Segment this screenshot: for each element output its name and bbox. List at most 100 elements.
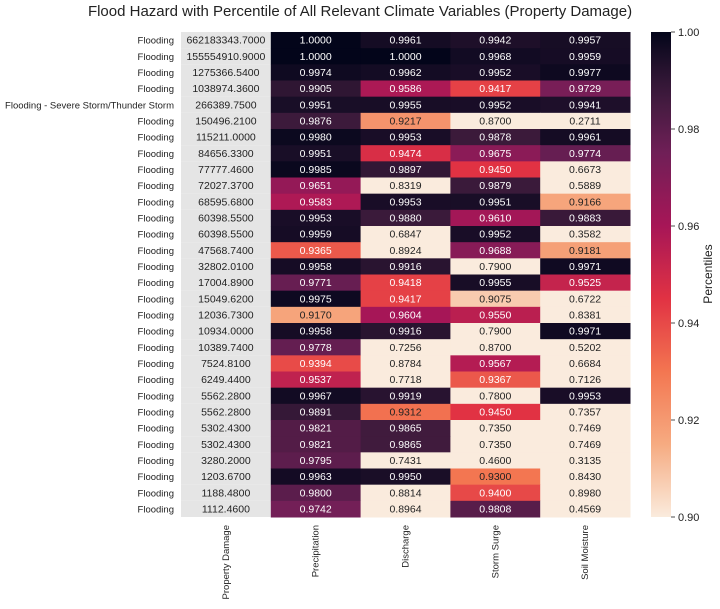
row-label: Flooding bbox=[138, 488, 174, 499]
heatmap-cell-label: 0.8980 bbox=[569, 487, 601, 499]
heatmap-cell-label: 0.9883 bbox=[569, 213, 601, 225]
heatmap-cell bbox=[270, 161, 362, 178]
heatmap-cell bbox=[360, 355, 451, 372]
heatmap-cell-label: 0.4569 bbox=[569, 504, 601, 516]
heatmap-cell bbox=[540, 468, 631, 486]
row-label: Flooding bbox=[138, 197, 174, 208]
row-label: Flooding bbox=[138, 181, 174, 192]
row-label: Flooding bbox=[138, 165, 174, 176]
heatmap-cell bbox=[540, 64, 631, 81]
heatmap-cell bbox=[270, 290, 362, 308]
heatmap-cell bbox=[450, 80, 541, 98]
property-damage-cell bbox=[181, 452, 271, 469]
heatmap-cell-label: 0.9897 bbox=[389, 164, 421, 176]
heatmap-cell bbox=[270, 355, 362, 372]
heatmap-cell bbox=[450, 274, 541, 292]
property-damage-label: 6249.4400 bbox=[201, 374, 251, 386]
property-damage-label: 150496.2100 bbox=[195, 116, 256, 128]
heatmap-cell-label: 0.7256 bbox=[389, 342, 421, 354]
heatmap-cell-label: 0.9795 bbox=[300, 455, 332, 467]
heatmap-cell bbox=[270, 403, 362, 421]
heatmap-cell-label: 0.9610 bbox=[479, 213, 511, 225]
heatmap-cell bbox=[450, 226, 541, 243]
heatmap-cell-label: 0.9952 bbox=[479, 99, 511, 111]
heatmap-cell bbox=[270, 48, 362, 65]
column-labels: Property Damage Precipitation Discharge Sto… bbox=[221, 525, 591, 599]
property-damage-label: 17004.8900 bbox=[198, 277, 254, 289]
heatmap-cell-label: 0.9968 bbox=[479, 51, 511, 63]
colorbar-tick-label: 0.98 bbox=[678, 124, 699, 136]
heatmap-cell-label: 0.9953 bbox=[300, 213, 332, 225]
heatmap-cell-label: 0.9651 bbox=[300, 180, 332, 192]
heatmap-cell-label: 0.9953 bbox=[389, 196, 421, 208]
heatmap-cell bbox=[450, 290, 541, 308]
heatmap-cell-label: 0.9075 bbox=[479, 293, 511, 305]
heatmap-cell-label: 0.9367 bbox=[479, 374, 511, 386]
heatmap-cell-label: 0.9300 bbox=[479, 471, 511, 483]
heatmap-cell-label: 0.9953 bbox=[569, 390, 601, 402]
heatmap-cell bbox=[360, 193, 451, 211]
heatmap-cell bbox=[540, 209, 631, 227]
heatmap-cell bbox=[450, 258, 541, 275]
heatmap-cell-label: 0.9977 bbox=[569, 67, 601, 79]
property-damage-cell bbox=[181, 129, 271, 146]
property-damage-label: 155554910.9000 bbox=[186, 51, 265, 63]
heatmap-cell bbox=[540, 258, 631, 275]
heatmap-cell bbox=[540, 112, 631, 130]
property-damage-label: 47568.7400 bbox=[198, 245, 254, 257]
heatmap-cell-label: 0.5889 bbox=[569, 180, 601, 192]
heatmap-cell-label: 0.9963 bbox=[300, 471, 332, 483]
property-damage-cell bbox=[181, 145, 271, 162]
heatmap-cell bbox=[360, 258, 451, 275]
heatmap-cell bbox=[540, 355, 631, 372]
property-damage-label: 5302.4300 bbox=[201, 439, 251, 451]
heatmap-cell-label: 0.9418 bbox=[389, 277, 421, 289]
heatmap-cell bbox=[540, 500, 631, 518]
property-damage-label: 68595.6800 bbox=[198, 196, 254, 208]
heatmap-cell bbox=[360, 96, 451, 114]
chart-title: Flood Hazard with Percentile of All Rele… bbox=[88, 3, 632, 20]
heatmap-cell-label: 0.8924 bbox=[389, 245, 421, 257]
heatmap-cell-label: 0.8784 bbox=[389, 358, 421, 370]
heatmap-cell-label: 1.0000 bbox=[300, 51, 332, 63]
colorbar-tick-label: 0.96 bbox=[678, 221, 699, 233]
row-label: Flooding bbox=[138, 375, 174, 386]
heatmap-cell bbox=[270, 226, 362, 243]
heatmap-cell-label: 0.9974 bbox=[300, 67, 332, 79]
heatmap-cell bbox=[270, 452, 362, 469]
heatmap-cell bbox=[450, 145, 541, 162]
heatmap-cell bbox=[540, 48, 631, 65]
property-damage-cell bbox=[181, 242, 271, 259]
property-damage-cell bbox=[181, 112, 271, 129]
heatmap-cell bbox=[270, 209, 362, 227]
heatmap-cell-label: 0.8381 bbox=[569, 310, 601, 322]
heatmap-cell-label: 0.9729 bbox=[569, 83, 601, 95]
heatmap-cell-label: 0.9957 bbox=[569, 35, 601, 47]
heatmap-cell bbox=[540, 420, 631, 437]
row-label: Flooding bbox=[138, 424, 174, 435]
heatmap-cell-label: 0.9958 bbox=[300, 261, 332, 273]
heatmap-cell bbox=[360, 32, 451, 49]
heatmap-cell-label: 0.6847 bbox=[389, 229, 421, 241]
row-label: Flooding bbox=[138, 472, 174, 483]
heatmap-cell-label: 0.7350 bbox=[479, 439, 511, 451]
heatmap-cell-label: 0.9181 bbox=[569, 245, 601, 257]
heatmap-cell-label: 0.9865 bbox=[389, 439, 421, 451]
heatmap-cell bbox=[270, 64, 362, 81]
heatmap-cell-label: 0.9916 bbox=[389, 261, 421, 273]
column-label: Precipitation bbox=[311, 525, 322, 577]
heatmap-cell bbox=[360, 500, 451, 518]
heatmap-cell-label: 0.9742 bbox=[300, 504, 332, 516]
property-damage-label: 3280.2000 bbox=[201, 455, 251, 467]
row-label: Flooding bbox=[138, 278, 174, 289]
heatmap-cell bbox=[270, 339, 362, 356]
heatmap-cell-label: 0.7469 bbox=[569, 423, 601, 435]
heatmap-cell-label: 0.9950 bbox=[389, 471, 421, 483]
property-damage-label: 60398.5500 bbox=[198, 213, 254, 225]
heatmap-cell-label: 0.6673 bbox=[569, 164, 601, 176]
heatmap-cell bbox=[360, 64, 451, 81]
row-label: Flooding bbox=[138, 117, 174, 128]
heatmap-cell-label: 0.8700 bbox=[479, 342, 511, 354]
heatmap-cell-label: 0.6722 bbox=[569, 293, 601, 305]
colorbar: 0.90 0.92 0.94 0.96 0.98 1.00 Percentiles bbox=[651, 27, 715, 524]
